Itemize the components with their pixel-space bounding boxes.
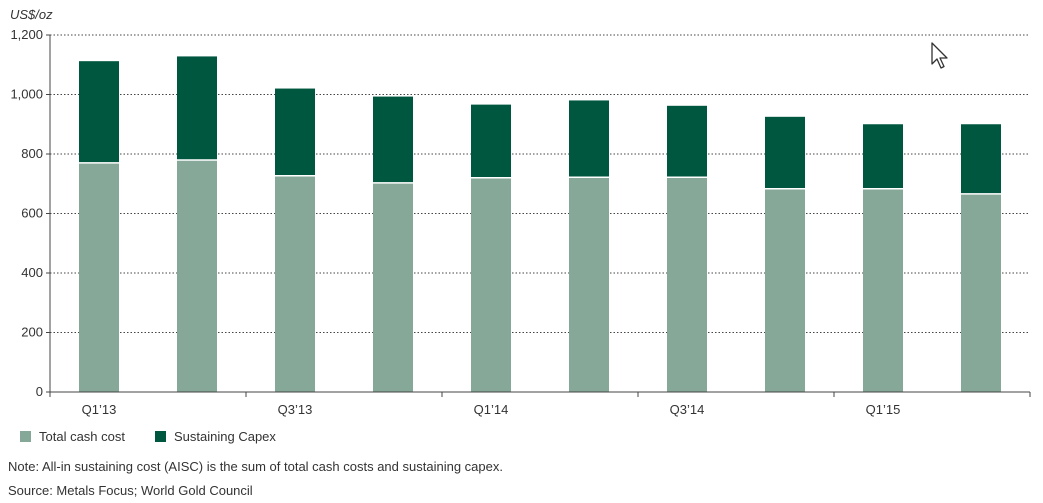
chart-note: Note: All-in sustaining cost (AISC) is t… (8, 459, 503, 474)
bar-total-cash-cost (373, 182, 413, 392)
y-tick-label: 600 (21, 206, 43, 221)
x-tick-label: Q1’14 (474, 402, 509, 417)
x-tick-label: Q3’14 (670, 402, 705, 417)
y-axis-unit-label: US$/oz (10, 7, 53, 22)
bar-total-cash-cost (961, 193, 1001, 392)
y-tick-label: 1,000 (10, 87, 43, 102)
bar-total-cash-cost (765, 188, 805, 392)
mouse-pointer-icon (931, 42, 948, 69)
legend-item-sustaining-capex: Sustaining Capex (155, 429, 276, 444)
x-tick-label: Q1’15 (866, 402, 901, 417)
bar-sustaining-capex (177, 56, 217, 160)
y-tick-label: 400 (21, 265, 43, 280)
bar-sustaining-capex (471, 104, 511, 178)
x-tick-label: Q1’13 (82, 402, 117, 417)
bar-sustaining-capex (863, 124, 903, 189)
chart-source: Source: Metals Focus; World Gold Council (8, 483, 253, 498)
bar-total-cash-cost (471, 177, 511, 392)
bar-total-cash-cost (177, 159, 217, 392)
y-tick-label: 800 (21, 146, 43, 161)
legend-swatch-total-cash-cost (20, 431, 31, 442)
bar-total-cash-cost (79, 162, 119, 392)
bar-sustaining-capex (79, 61, 119, 163)
bar-sustaining-capex (275, 88, 315, 176)
bars (79, 56, 1001, 392)
bar-sustaining-capex (961, 124, 1001, 194)
bar-total-cash-cost (667, 177, 707, 392)
y-tick-label: 200 (21, 325, 43, 340)
bar-sustaining-capex (569, 100, 609, 178)
legend-label-sustaining-capex: Sustaining Capex (174, 429, 276, 444)
bar-total-cash-cost (863, 188, 903, 392)
legend: Total cash cost Sustaining Capex (20, 429, 306, 444)
y-tick-label: 1,200 (10, 27, 43, 42)
legend-swatch-sustaining-capex (155, 431, 166, 442)
bar-total-cash-cost (569, 177, 609, 392)
x-tick-label: Q3’13 (278, 402, 313, 417)
y-tick-label: 0 (36, 384, 43, 399)
legend-label-total-cash-cost: Total cash cost (39, 429, 125, 444)
x-axis-ticks: Q1’13 Q3’13 Q1’14 Q3’14 Q1’15 (49, 392, 1031, 417)
bar-sustaining-capex (373, 96, 413, 183)
legend-item-total-cash-cost: Total cash cost (20, 429, 125, 444)
y-axis-ticks: 0 200 400 600 800 1,000 1,200 (10, 27, 50, 399)
x-axis (49, 35, 1030, 393)
bar-sustaining-capex (667, 105, 707, 178)
bar-sustaining-capex (765, 116, 805, 189)
bar-total-cash-cost (275, 175, 315, 392)
